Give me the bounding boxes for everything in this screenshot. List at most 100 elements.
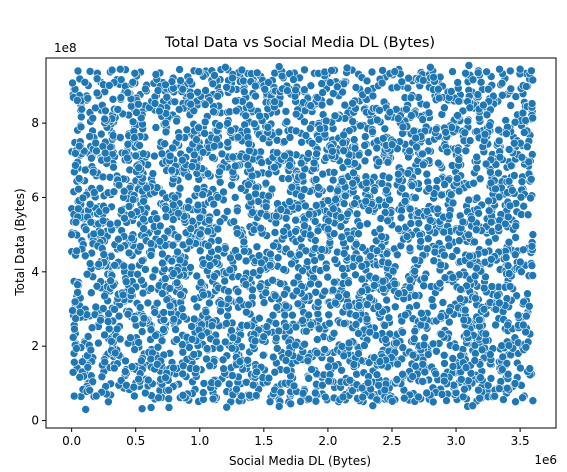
data-point bbox=[91, 302, 101, 312]
data-point bbox=[378, 276, 388, 286]
data-point bbox=[380, 124, 390, 134]
data-point bbox=[248, 285, 257, 295]
data-point bbox=[325, 184, 335, 194]
data-point bbox=[522, 142, 532, 151]
data-point bbox=[169, 314, 179, 324]
data-point bbox=[146, 403, 156, 412]
data-point bbox=[241, 111, 250, 121]
data-point bbox=[497, 365, 507, 374]
data-point bbox=[375, 106, 384, 115]
data-point bbox=[270, 367, 280, 377]
data-point bbox=[387, 396, 397, 406]
data-point bbox=[119, 261, 129, 271]
data-point bbox=[518, 245, 528, 255]
data-point bbox=[484, 196, 493, 206]
data-point bbox=[422, 100, 431, 110]
data-point bbox=[304, 310, 314, 320]
data-point bbox=[123, 153, 132, 163]
data-point bbox=[418, 377, 427, 386]
data-point bbox=[199, 388, 208, 397]
data-point bbox=[475, 393, 484, 403]
data-point bbox=[150, 99, 160, 108]
data-point bbox=[304, 209, 314, 219]
data-point bbox=[461, 363, 471, 372]
data-point bbox=[186, 91, 195, 101]
data-point bbox=[101, 106, 110, 116]
data-point bbox=[337, 365, 346, 375]
data-point bbox=[348, 262, 358, 271]
data-point bbox=[352, 369, 361, 379]
data-point bbox=[518, 393, 527, 403]
data-point bbox=[339, 130, 348, 140]
data-point bbox=[263, 123, 273, 132]
data-point bbox=[299, 185, 309, 194]
data-point bbox=[330, 255, 340, 265]
data-point bbox=[229, 217, 239, 226]
data-point bbox=[459, 315, 469, 325]
data-point bbox=[439, 376, 449, 386]
data-point bbox=[437, 190, 446, 200]
data-point bbox=[174, 132, 184, 142]
x-axis-label: Social Media DL (Bytes) bbox=[229, 454, 371, 468]
data-point bbox=[372, 370, 382, 380]
data-point bbox=[434, 158, 443, 168]
data-point bbox=[264, 191, 274, 201]
data-point bbox=[311, 396, 321, 406]
data-point bbox=[383, 157, 393, 167]
data-point bbox=[323, 196, 333, 205]
data-point bbox=[175, 183, 185, 193]
data-point bbox=[272, 344, 282, 353]
data-point bbox=[228, 73, 237, 83]
data-point bbox=[303, 257, 312, 267]
data-point bbox=[312, 348, 322, 358]
data-point bbox=[201, 307, 211, 317]
data-point bbox=[71, 218, 81, 227]
data-point bbox=[445, 306, 454, 316]
data-point bbox=[227, 180, 236, 190]
data-point bbox=[73, 96, 82, 105]
data-point bbox=[446, 190, 456, 199]
data-point bbox=[193, 88, 202, 97]
x-tick-label: 1.0 bbox=[190, 434, 209, 448]
data-point bbox=[272, 136, 282, 145]
data-point bbox=[318, 169, 328, 179]
data-point bbox=[470, 356, 480, 365]
data-point bbox=[163, 226, 173, 236]
data-point bbox=[132, 108, 141, 117]
data-point bbox=[74, 184, 83, 194]
data-point bbox=[393, 114, 403, 123]
data-point bbox=[208, 394, 218, 404]
data-point bbox=[239, 76, 248, 86]
data-point bbox=[216, 306, 225, 316]
data-point bbox=[298, 171, 307, 181]
data-point bbox=[137, 404, 147, 414]
data-point bbox=[68, 367, 78, 377]
data-point bbox=[110, 348, 120, 358]
data-point bbox=[471, 293, 480, 303]
data-point bbox=[240, 87, 249, 96]
chart-title: Total Data vs Social Media DL (Bytes) bbox=[164, 35, 435, 51]
data-point bbox=[346, 234, 355, 244]
data-point bbox=[155, 106, 164, 116]
data-point bbox=[439, 350, 449, 360]
data-point bbox=[522, 311, 531, 321]
data-point bbox=[351, 320, 361, 329]
data-point bbox=[255, 313, 264, 323]
data-point bbox=[174, 208, 183, 218]
data-point bbox=[491, 184, 500, 194]
data-point bbox=[170, 193, 180, 203]
data-point bbox=[83, 362, 93, 372]
data-point bbox=[519, 128, 529, 137]
data-point bbox=[393, 359, 402, 369]
data-point bbox=[209, 107, 218, 116]
data-point bbox=[321, 392, 330, 402]
data-point bbox=[426, 63, 435, 72]
data-point bbox=[418, 76, 428, 85]
data-point bbox=[159, 308, 168, 317]
data-point bbox=[73, 280, 82, 290]
data-point bbox=[92, 74, 102, 83]
data-point bbox=[344, 338, 354, 348]
data-point bbox=[176, 290, 185, 300]
data-point bbox=[439, 227, 449, 237]
data-point bbox=[179, 312, 188, 321]
